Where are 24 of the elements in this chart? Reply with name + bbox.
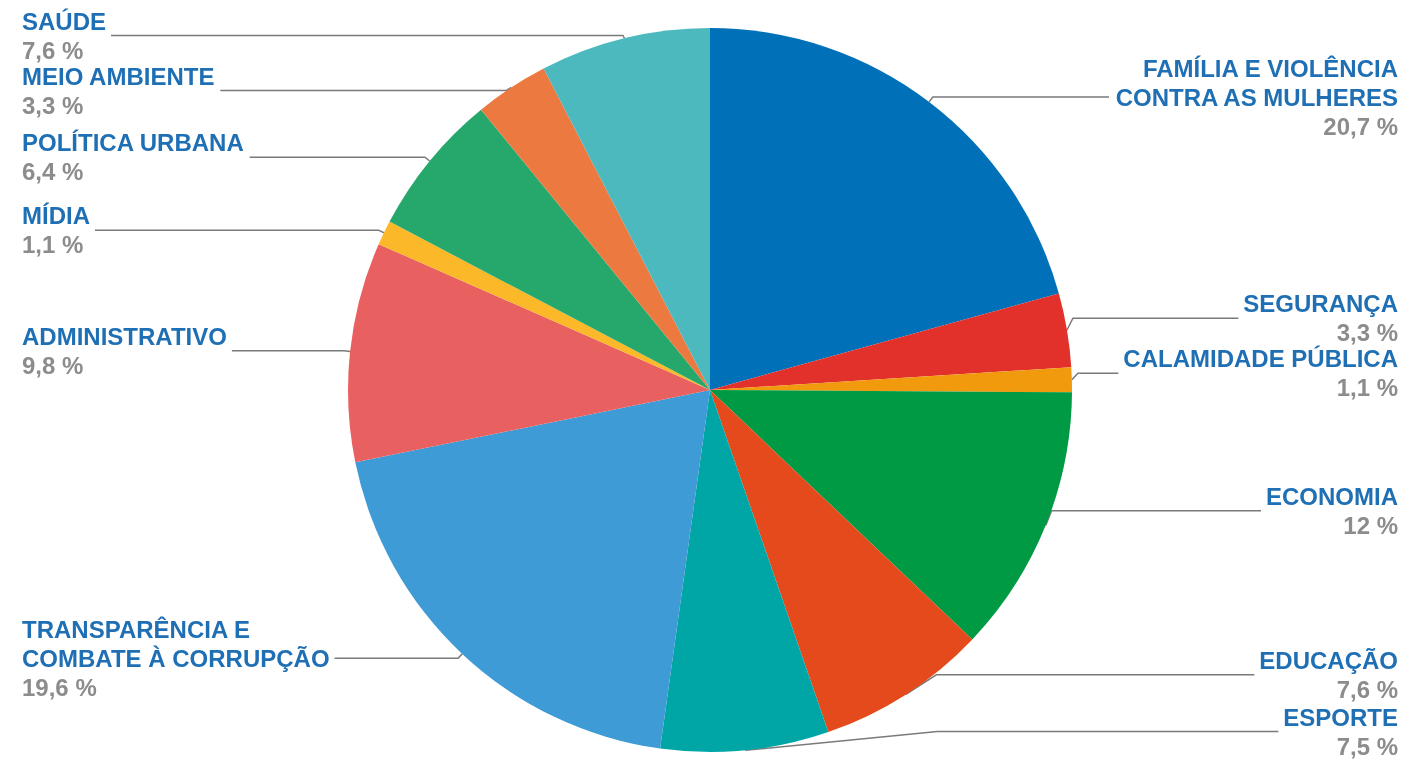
data-label: 9,8 % xyxy=(22,351,84,379)
data-label: 12 % xyxy=(1343,511,1398,539)
slice-label: SEGURANÇA xyxy=(1243,290,1398,318)
slice-label: MÍDIA xyxy=(22,202,90,230)
data-label: 7,5 % xyxy=(1336,732,1398,760)
data-label: 20,7 % xyxy=(1323,112,1398,140)
slice-label: POLÍTICA URBANA xyxy=(22,129,244,157)
data-label: 7,6 % xyxy=(22,36,84,64)
data-label: 3,3 % xyxy=(1336,319,1398,347)
data-label: 6,4 % xyxy=(22,158,84,186)
data-label: 7,6 % xyxy=(1336,675,1398,703)
slice-label: EDUCAÇÃO xyxy=(1259,646,1398,674)
slice-label: ESPORTE xyxy=(1283,703,1398,731)
slice-label: SAÚDE xyxy=(22,7,107,35)
slice-label: CALAMIDADE PÚBLICA xyxy=(1123,345,1398,373)
slice-label: ECONOMIA xyxy=(1266,482,1398,510)
slice-label: FAMÍLIA E VIOLÊNCIA CONTRA AS MULHERES xyxy=(1115,54,1398,111)
data-label: 3,3 % xyxy=(22,91,84,119)
data-label: 1,1 % xyxy=(1336,374,1398,402)
data-label: 19,6 % xyxy=(22,673,97,701)
data-label: 1,1 % xyxy=(22,231,84,259)
slice-label: ADMINISTRATIVO xyxy=(22,322,227,350)
slice-label: TRANSPARÊNCIA E COMBATE À CORRUPÇÃO xyxy=(22,615,330,672)
slice-label: MEIO AMBIENTE xyxy=(22,62,215,90)
